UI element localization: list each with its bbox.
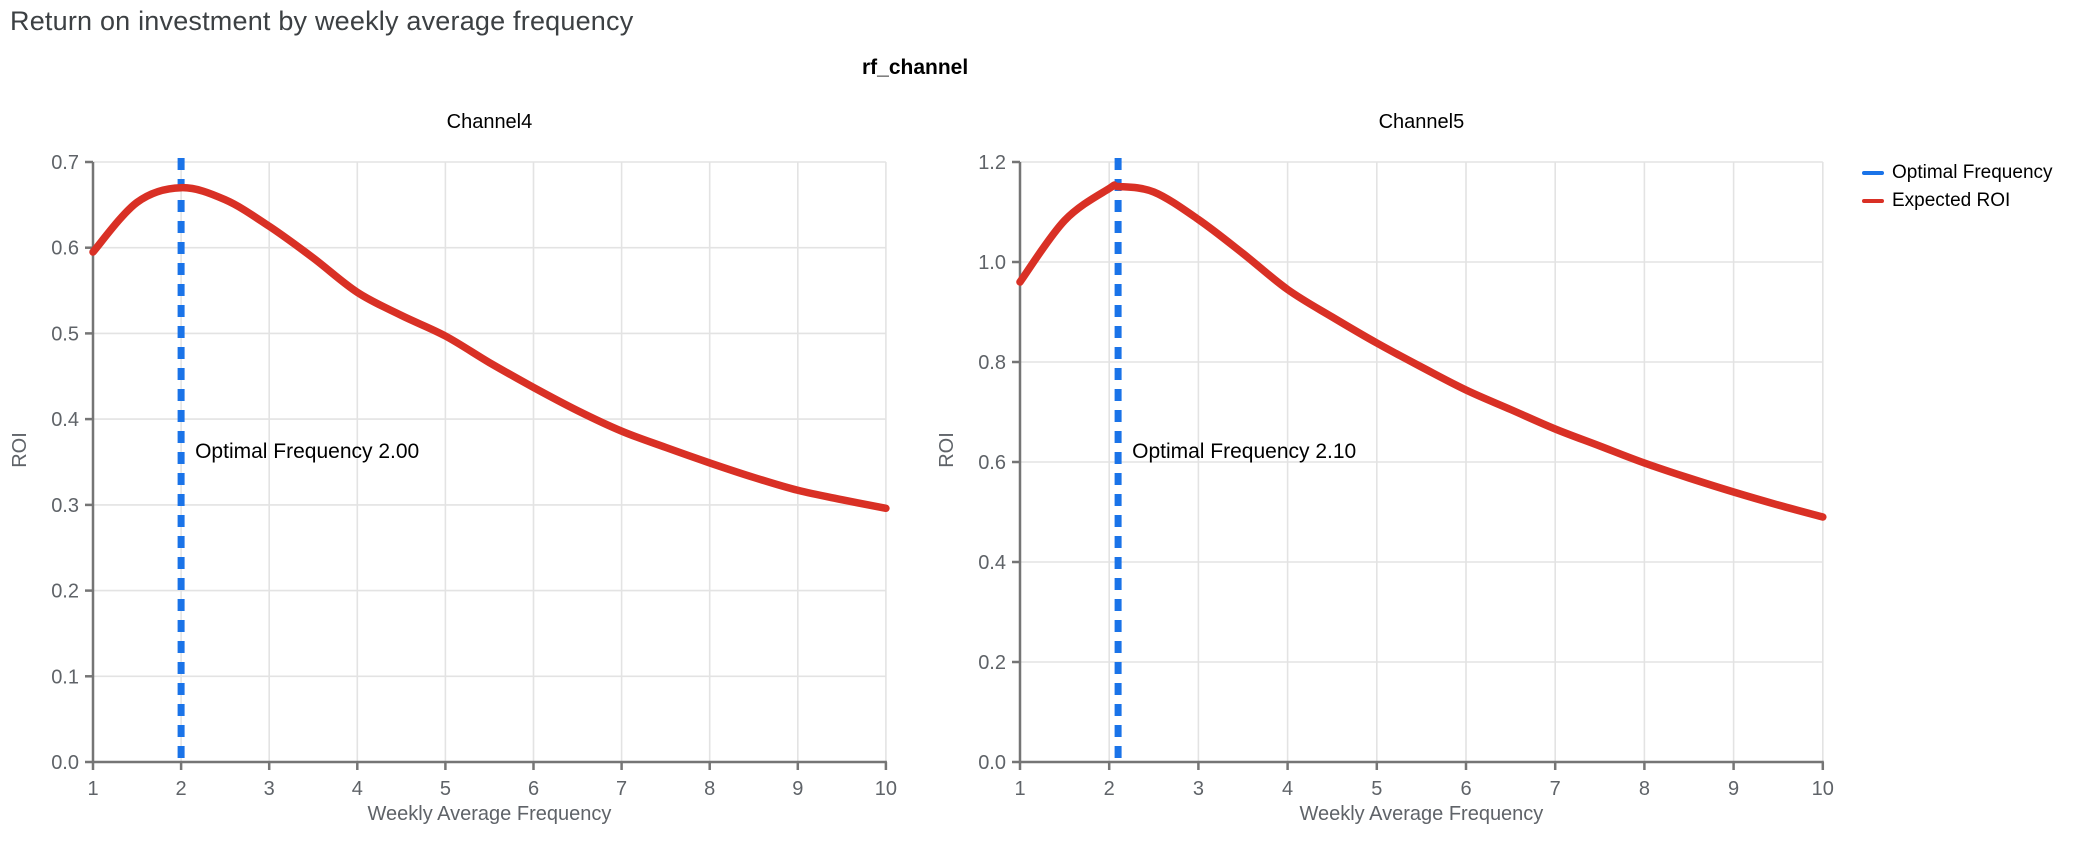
y-tick-label: 0.4 — [51, 409, 79, 431]
y-tick-label: 0.4 — [978, 552, 1006, 574]
y-tick-label: 0.7 — [51, 152, 79, 174]
y-axis-title: ROI — [936, 432, 958, 468]
chart-svg: 0.0 0.1 0.2 0.3 0.4 0.5 0.6 0.7 1 2 3 4 5 6 7 8 9 10 Optim… — [9, 111, 897, 825]
x-tick-label: 1 — [87, 778, 98, 800]
channel5-roi-chart: 0.0 0.2 0.4 0.6 0.8 1.0 1.2 1 2 3 4 5 6 7 8 9 10 Optimal … — [927, 100, 1847, 840]
x-tick-label: 2 — [1104, 778, 1115, 800]
x-tick-label: 8 — [704, 778, 715, 800]
x-tick-label: 2 — [176, 778, 187, 800]
x-tick-label: 5 — [1371, 778, 1382, 800]
x-tick-label: 8 — [1639, 778, 1650, 800]
y-tick-label: 0.2 — [978, 652, 1006, 674]
expected-roi-line-icon — [1862, 199, 1884, 203]
y-tick-label: 0.6 — [51, 238, 79, 260]
legend-item-expected-roi: Expected ROI — [1862, 188, 2053, 214]
panel-title: Channel5 — [1379, 111, 1465, 133]
x-tick-label: 9 — [792, 778, 803, 800]
optimal-frequency-annotation: Optimal Frequency 2.00 — [195, 440, 419, 463]
channel4-roi-chart: 0.0 0.1 0.2 0.3 0.4 0.5 0.6 0.7 1 2 3 4 5 6 7 8 9 10 Optim… — [0, 100, 920, 840]
y-tick-label: 0.0 — [51, 752, 79, 774]
x-tick-label: 9 — [1728, 778, 1739, 800]
expected-roi-curve — [89, 183, 890, 513]
figure-title: rf_channel — [862, 56, 969, 79]
legend-label: Expected ROI — [1892, 190, 2011, 211]
x-tick-label: 3 — [1193, 778, 1204, 800]
x-tick-label: 5 — [440, 778, 451, 800]
x-tick-label: 6 — [528, 778, 539, 800]
optimal-frequency-line-icon — [1862, 171, 1884, 175]
x-tick-label: 6 — [1460, 778, 1471, 800]
y-axis-title: ROI — [9, 432, 31, 468]
y-tick-label: 1.0 — [978, 252, 1006, 274]
x-axis-title: Weekly Average Frequency — [1299, 803, 1543, 825]
chart-svg: 0.0 0.2 0.4 0.6 0.8 1.0 1.2 1 2 3 4 5 6 7 8 9 10 Optimal … — [936, 111, 1834, 825]
optimal-frequency-annotation: Optimal Frequency 2.10 — [1132, 440, 1356, 463]
x-tick-label: 4 — [1282, 778, 1293, 800]
expected-roi-curve — [1016, 181, 1827, 521]
legend-label: Optimal Frequency — [1892, 162, 2053, 183]
x-tick-label: 4 — [352, 778, 363, 800]
x-tick-label: 10 — [875, 778, 897, 800]
y-tick-label: 1.2 — [978, 152, 1006, 174]
x-tick-label: 7 — [1550, 778, 1561, 800]
y-tick-label: 0.6 — [978, 452, 1006, 474]
y-tick-label: 0.5 — [51, 323, 79, 345]
x-tick-label: 3 — [264, 778, 275, 800]
y-tick-label: 0.0 — [978, 752, 1006, 774]
y-tick-label: 0.2 — [51, 581, 79, 603]
y-tick-label: 0.8 — [978, 352, 1006, 374]
y-tick-label: 0.1 — [51, 666, 79, 688]
x-tick-label: 1 — [1014, 778, 1025, 800]
legend: Optimal Frequency Expected ROI — [1862, 160, 2053, 214]
panel-title: Channel4 — [447, 111, 533, 133]
x-tick-label: 10 — [1812, 778, 1834, 800]
y-tick-label: 0.3 — [51, 495, 79, 517]
legend-item-optimal-frequency: Optimal Frequency — [1862, 160, 2053, 186]
x-tick-label: 7 — [616, 778, 627, 800]
page-title: Return on investment by weekly average f… — [10, 6, 634, 36]
x-axis-title: Weekly Average Frequency — [368, 803, 612, 825]
